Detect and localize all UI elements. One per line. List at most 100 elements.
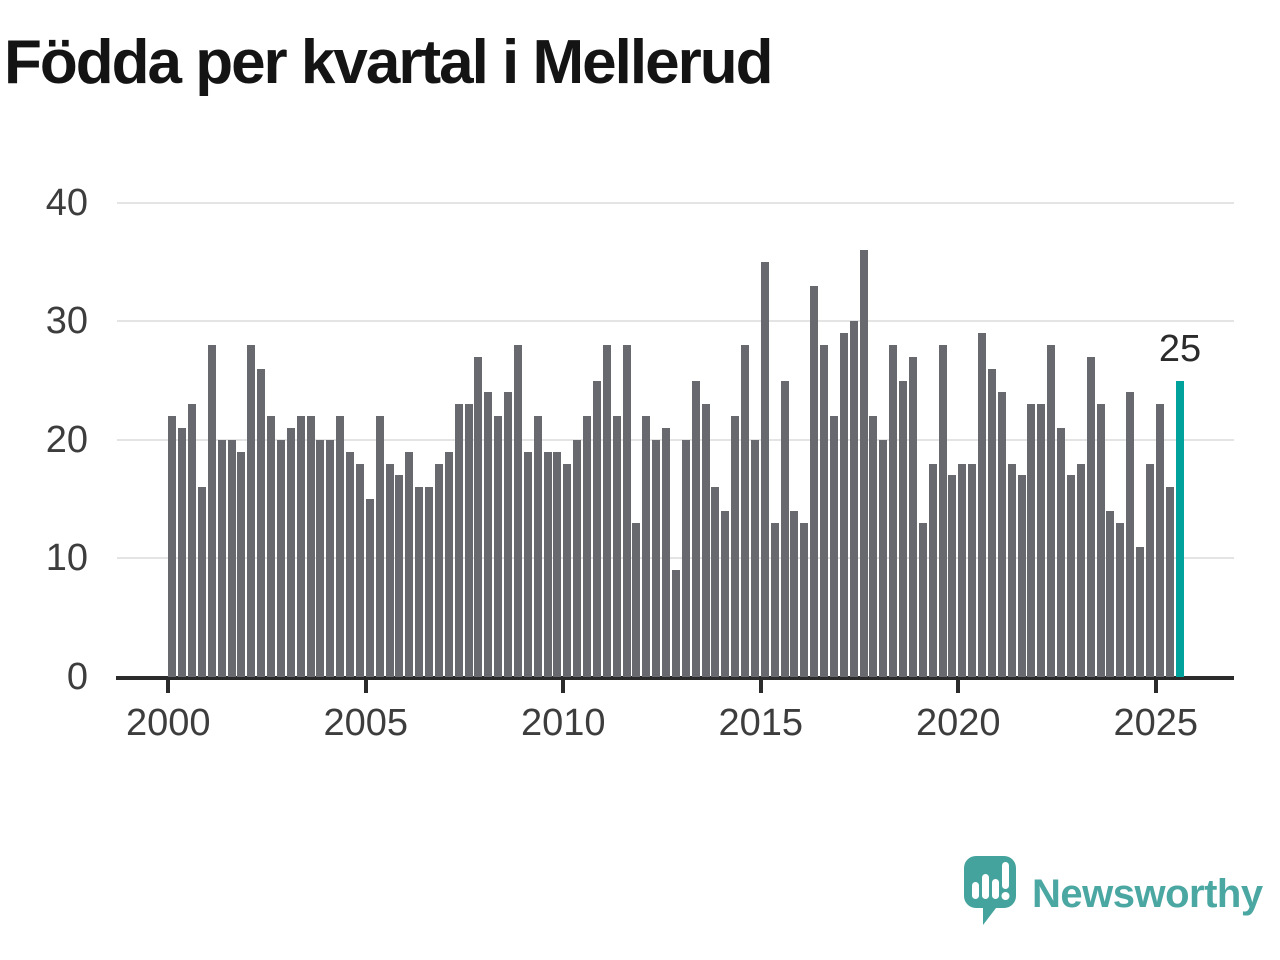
- bar: [444, 451, 453, 677]
- bar: [316, 439, 325, 677]
- bar: [829, 416, 838, 677]
- highlight-value-label: 25: [1158, 327, 1202, 370]
- newsworthy-logo-text: Newsworthy: [1032, 872, 1263, 916]
- gridline-y-40: [117, 201, 1234, 204]
- bar: [296, 416, 305, 677]
- bar: [573, 439, 582, 677]
- x-axis-tick-2015: [758, 680, 763, 693]
- bar: [494, 416, 503, 677]
- x-axis-tick-2010: [561, 680, 566, 693]
- x-axis-tick-label: 2000: [126, 702, 211, 744]
- bar: [188, 404, 197, 677]
- bar: [474, 356, 483, 677]
- gridline-y-30: [117, 320, 1234, 323]
- x-axis-tick-label: 2010: [521, 702, 606, 744]
- bar: [257, 368, 266, 677]
- bar: [563, 463, 572, 677]
- bar: [336, 416, 345, 677]
- gridline-y-20: [117, 438, 1234, 441]
- x-axis-tick-label: 2025: [1113, 702, 1199, 744]
- y-axis-tick-label: 30: [45, 300, 88, 343]
- bar: [523, 451, 532, 677]
- bar: [1136, 546, 1145, 677]
- bar: [375, 416, 384, 677]
- bar: [602, 345, 611, 677]
- bar: [1076, 463, 1085, 677]
- bar: [1007, 463, 1016, 677]
- bar: [395, 475, 404, 677]
- bar: [997, 392, 1006, 677]
- bar: [306, 416, 315, 677]
- bar: [237, 451, 246, 677]
- x-axis-tick-label: 2015: [718, 702, 804, 744]
- bar: [790, 511, 799, 677]
- bar: [770, 522, 779, 677]
- bar: [513, 345, 522, 677]
- bar: [247, 345, 256, 677]
- bar: [652, 439, 661, 677]
- bar: [385, 463, 394, 677]
- bar: [425, 487, 434, 677]
- bar: [780, 380, 789, 677]
- bar: [1126, 392, 1135, 677]
- x-axis-tick-2005: [363, 680, 368, 693]
- bar: [642, 416, 651, 677]
- bar: [662, 428, 671, 677]
- bar: [207, 345, 216, 677]
- bar: [583, 416, 592, 677]
- bar: [741, 345, 750, 677]
- bar: [889, 345, 898, 677]
- bar: [1017, 475, 1026, 677]
- bar: [928, 463, 937, 677]
- bar: [217, 439, 226, 677]
- bar: [1057, 428, 1066, 677]
- bar: [464, 404, 473, 677]
- bar: [918, 522, 927, 677]
- bar: [760, 262, 769, 677]
- bar: [326, 439, 335, 677]
- bar: [178, 428, 187, 677]
- bar: [286, 428, 295, 677]
- bar: [948, 475, 957, 677]
- x-axis-line: [116, 676, 1234, 680]
- bar: [958, 463, 967, 677]
- bar: [701, 404, 710, 677]
- bar: [1106, 511, 1115, 677]
- bar: [533, 416, 542, 677]
- bar: [346, 451, 355, 677]
- x-axis-tick-2000: [166, 680, 171, 693]
- bar: [276, 439, 285, 677]
- bar: [711, 487, 720, 677]
- bar: [1047, 345, 1056, 677]
- bar: [899, 380, 908, 677]
- y-axis-tick-label: 40: [45, 181, 88, 224]
- bar: [869, 416, 878, 677]
- bar: [681, 439, 690, 677]
- bar: [1066, 475, 1075, 677]
- bar: [543, 451, 552, 677]
- newsworthy-logo-icon: [964, 856, 1016, 925]
- y-axis-tick-label: 0: [66, 656, 88, 698]
- chart-title: Födda per kvartal i Mellerud: [4, 28, 773, 97]
- bar: [879, 439, 888, 677]
- bar: [168, 416, 177, 677]
- bar: [1027, 404, 1036, 677]
- bar: [504, 392, 513, 677]
- bar: [849, 321, 858, 677]
- bar: [1086, 356, 1095, 677]
- newsworthy-logo: Newsworthy: [962, 854, 1280, 934]
- bar: [405, 451, 414, 677]
- bar: [1165, 487, 1174, 677]
- x-axis-tick-2025: [1153, 680, 1158, 693]
- bar: [800, 522, 809, 677]
- x-axis-tick-label: 2020: [916, 702, 1001, 744]
- gridline-y-10: [117, 557, 1234, 560]
- bar: [197, 487, 206, 677]
- bar: [1145, 463, 1154, 677]
- y-axis-tick-label: 10: [45, 537, 88, 580]
- bar: [622, 345, 631, 677]
- bar: [454, 404, 463, 677]
- bar: [859, 250, 868, 677]
- bar: [691, 380, 700, 677]
